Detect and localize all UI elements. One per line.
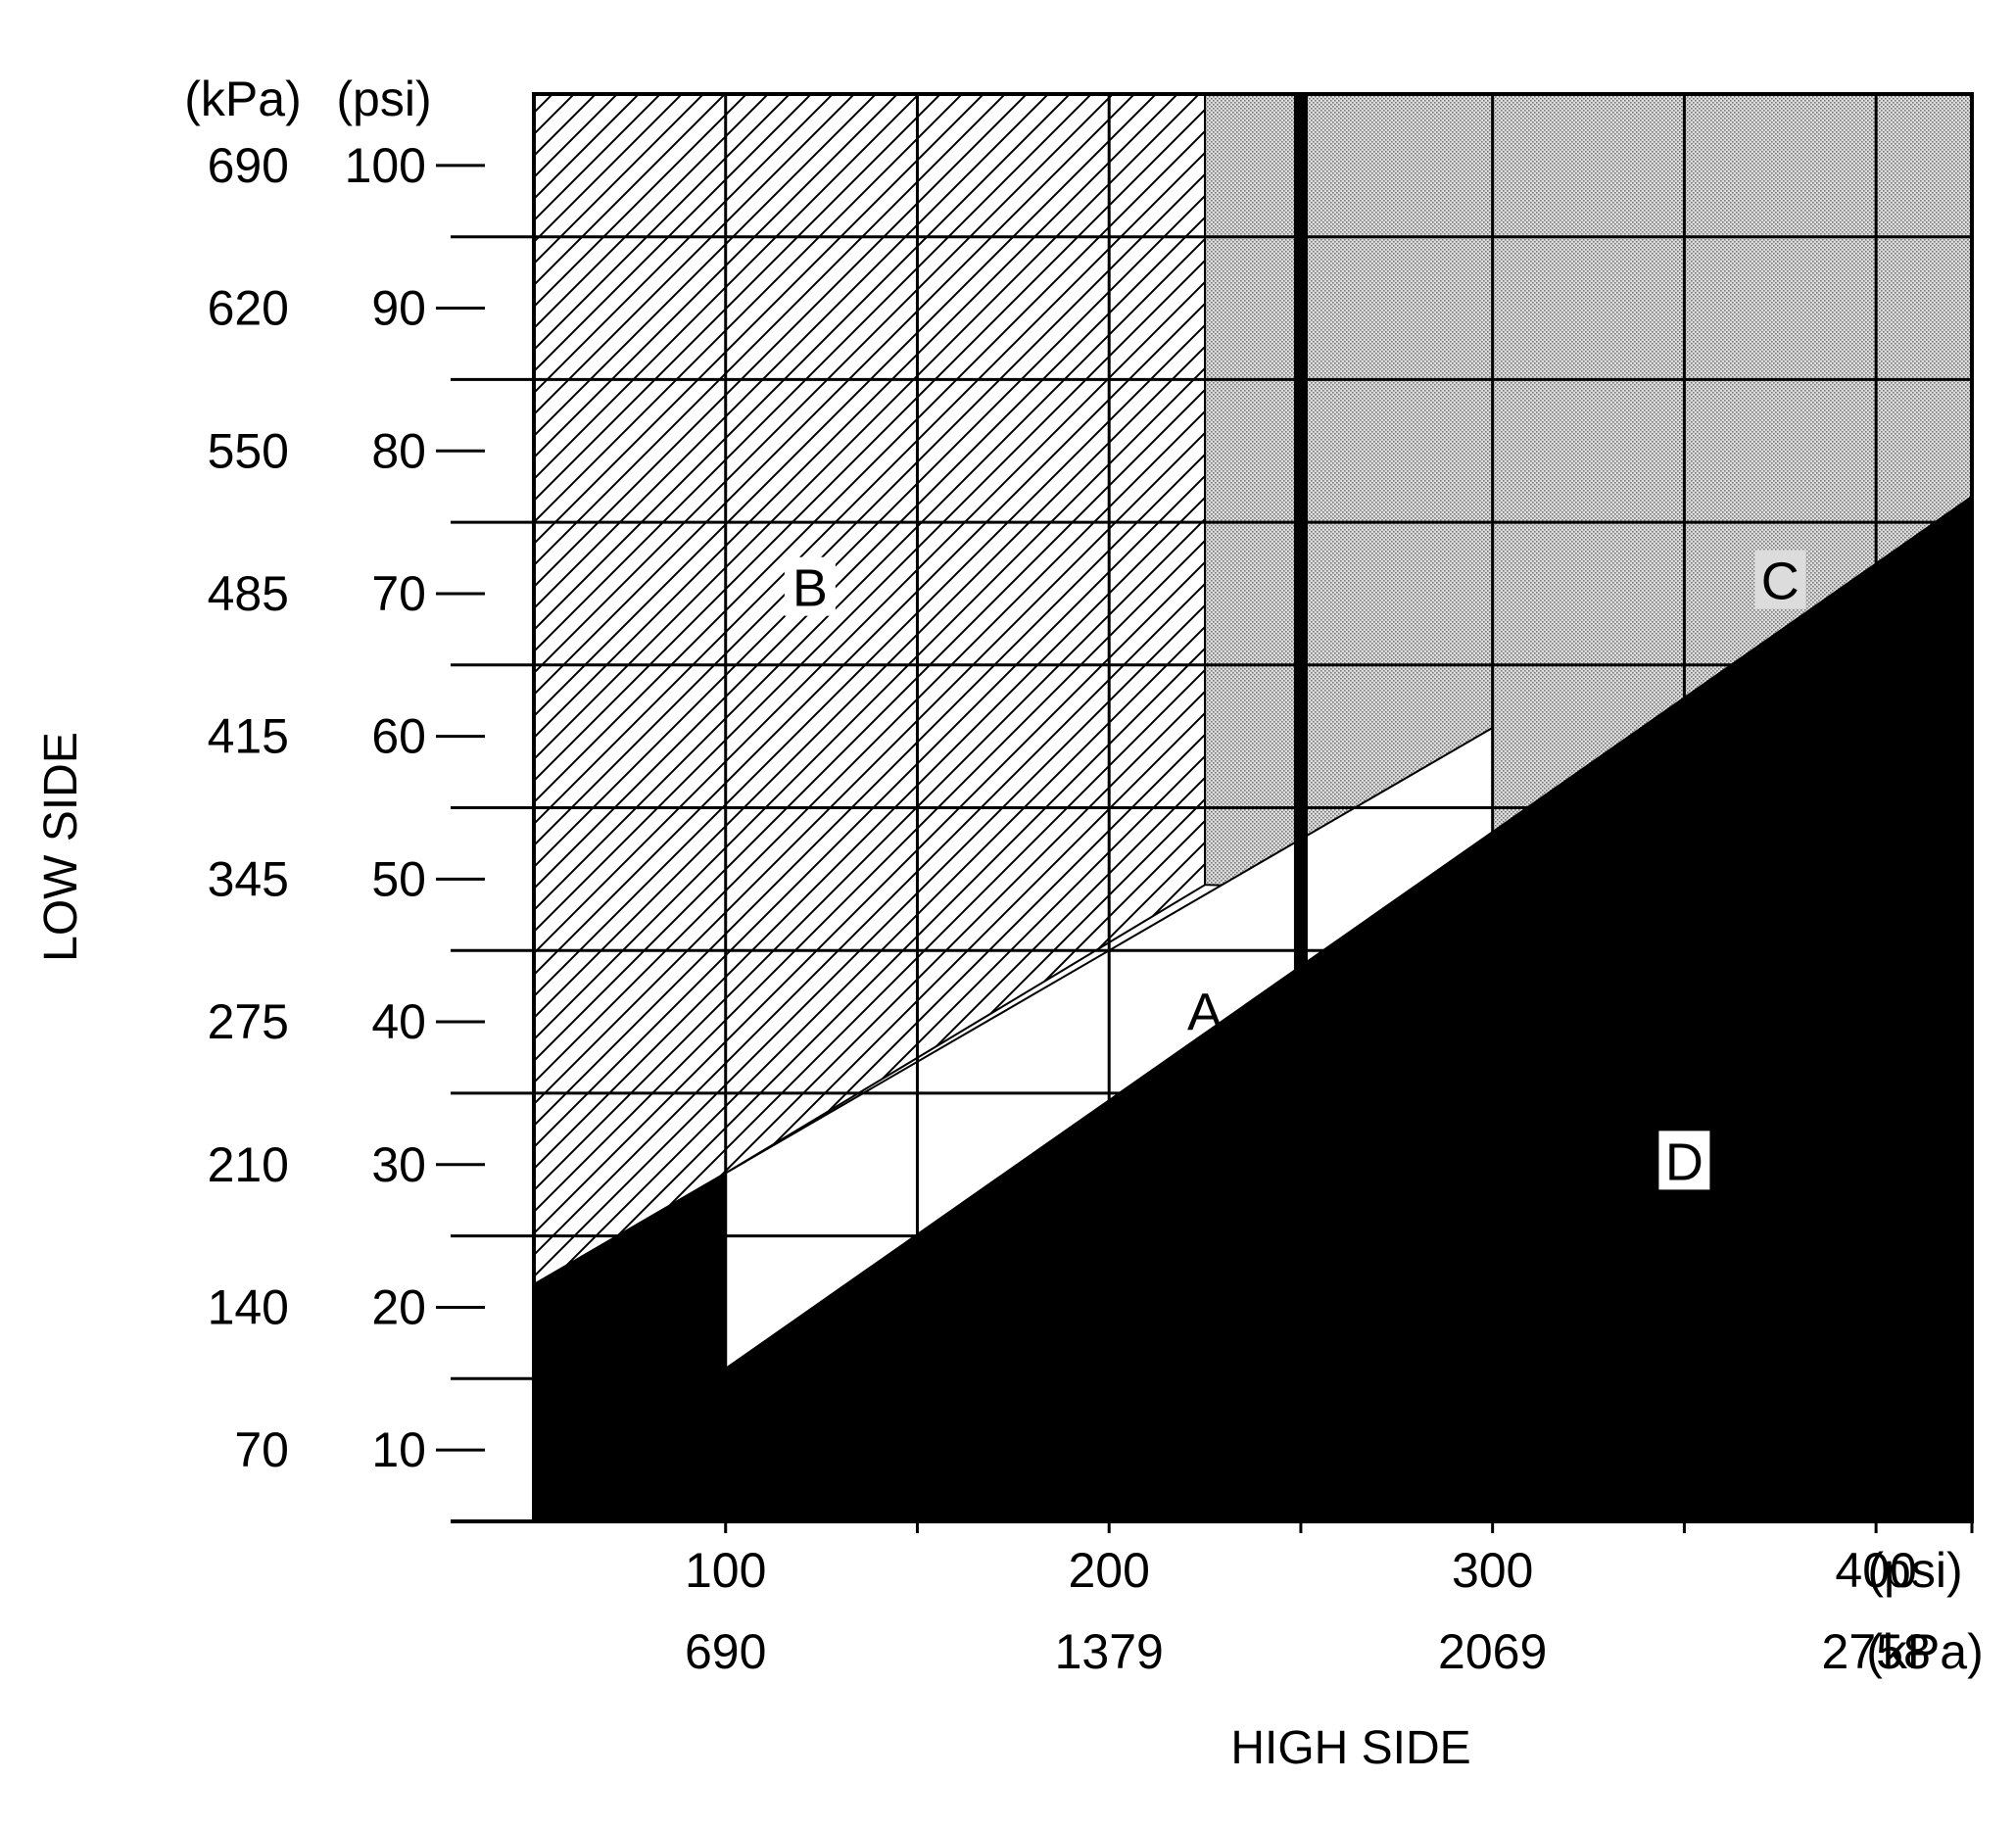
region-label-b: B [792,559,828,618]
y-tick-psi: 50 [371,851,426,906]
x-tick-psi: 200 [1068,1543,1149,1598]
x-tick-kpa: 690 [685,1624,766,1679]
region-label-bg [784,556,836,616]
y-tick-kpa: 485 [208,566,289,621]
y-axis-title: LOW SIDE [35,732,87,962]
region-label-d: D [1665,1132,1704,1191]
region-label-bg [1658,1131,1710,1190]
x-unit-kpa: (kPa) [1866,1624,1983,1679]
x-tick-psi: 100 [685,1543,766,1598]
x-axis-title: HIGH SIDE [1230,1722,1470,1774]
x-tick-kpa: 2069 [1438,1624,1547,1679]
x-tick-kpa: 2758 [1822,1624,1931,1679]
y-tick-psi: 80 [371,423,426,478]
y-unit-psi: (psi) [336,72,431,126]
y-tick-kpa: 690 [208,138,289,193]
y-tick-kpa: 550 [208,423,289,478]
region-label-c: C [1761,552,1800,610]
y-tick-kpa: 210 [208,1137,289,1192]
region-label-bg [1754,550,1806,609]
y-tick-kpa: 415 [208,709,289,764]
y-tick-kpa: 70 [234,1422,289,1477]
y-tick-psi: 10 [371,1422,426,1477]
chart-labels: 10 70 20 140 30 210 40 275 50 345 60 415 70 485 80 550 9… [35,72,1984,1774]
y-tick-psi: 70 [371,566,426,621]
y-tick-psi: 60 [371,709,426,764]
chart-axes [436,92,1974,1533]
x-unit-psi: (psi) [1867,1543,1962,1598]
y-tick-kpa: 140 [208,1279,289,1334]
y-tick-psi: 90 [371,281,426,336]
y-unit-kpa: (kPa) [184,72,301,126]
y-tick-kpa: 620 [208,281,289,336]
y-tick-kpa: 275 [208,994,289,1049]
region-label-a: A [1187,983,1223,1041]
chart-grid [451,94,1973,1522]
y-tick-psi: 100 [345,138,426,193]
x-tick-psi: 300 [1452,1543,1533,1598]
x-tick-kpa: 1379 [1055,1624,1164,1679]
y-tick-kpa: 345 [208,851,289,906]
x-tick-psi: 400 [1835,1543,1916,1598]
y-tick-psi: 30 [371,1137,426,1192]
y-tick-psi: 20 [371,1279,426,1334]
y-tick-psi: 40 [371,994,426,1049]
